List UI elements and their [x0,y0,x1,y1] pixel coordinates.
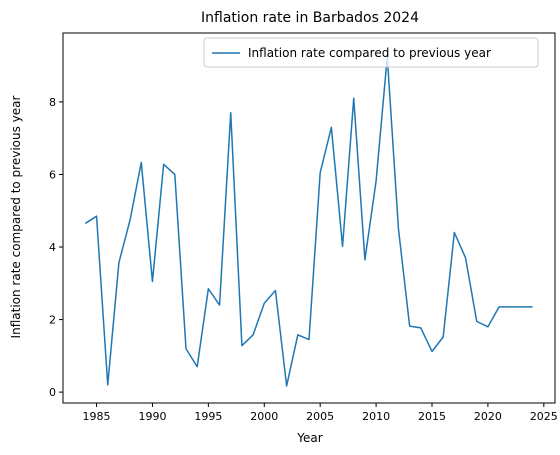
x-tick-label: 2015 [418,410,446,423]
legend-box [203,37,539,68]
y-tick-label: 8 [49,96,56,109]
x-tick-label: 2020 [474,410,502,423]
x-axis-title: Year [296,431,322,445]
y-axis-title-group: Inflation rate compared to previous year [9,95,23,338]
series-line [84,55,533,387]
legend: Inflation rate compared to previous year [203,37,539,68]
ticks-layer: 1985 1990 1995 2000 2005 2010 2015 2020 2025 0 2 4 6… [49,96,558,423]
y-tick-label: 0 [49,386,56,399]
y-axis-title: Inflation rate compared to previous year [9,95,23,338]
y-tick-label: 4 [49,241,56,254]
x-tick-label: 2000 [250,410,278,423]
y-tick-label: 6 [49,168,56,181]
series-layer [84,55,533,387]
plot-area-frame [62,32,556,404]
x-tick-label: 2010 [362,410,390,423]
x-tick-label: 2005 [306,410,334,423]
x-tick-label: 1985 [83,410,111,423]
legend-label: Inflation rate compared to previous year [248,46,491,60]
chart-title: Inflation rate in Barbados 2024 [201,10,419,26]
x-tick-label: 2025 [530,410,558,423]
x-tick-label: 1990 [138,410,166,423]
x-tick-label: 1995 [194,410,222,423]
y-tick-label: 2 [49,314,56,327]
